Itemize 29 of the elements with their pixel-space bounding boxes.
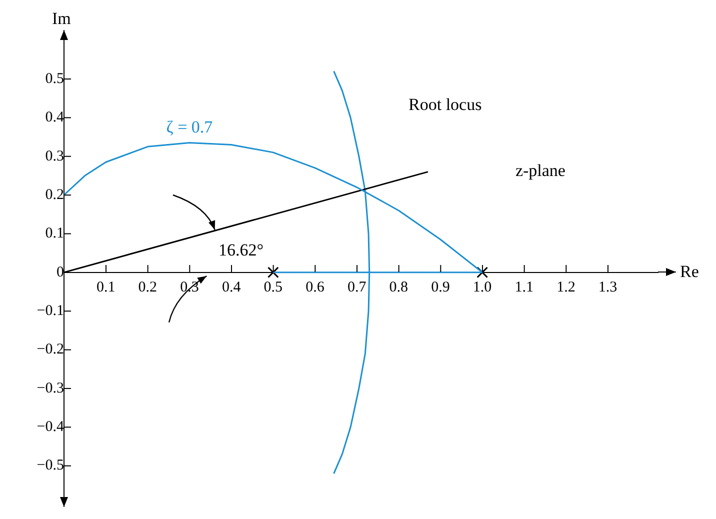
y-tick-label: −0.2 — [36, 342, 64, 358]
x-tick-label: 0.7 — [347, 279, 367, 296]
y-axis-title: Im — [52, 8, 71, 28]
y-tick-label: −0.1 — [36, 302, 64, 319]
x-tick-label: 0.2 — [138, 279, 158, 296]
x-tick-label: 1.1 — [514, 279, 534, 296]
x-tick-label: 0.4 — [222, 279, 242, 296]
y-tick-label: 0.5 — [45, 70, 64, 87]
y-tick-label: −0.5 — [36, 458, 64, 474]
x-tick-label: 0.8 — [389, 279, 408, 296]
series-label: ζ = 0.7 — [166, 118, 214, 137]
annotation: z-plane — [515, 160, 566, 180]
y-tick-label: 0.4 — [45, 110, 64, 126]
x-tick-label: 0.6 — [306, 279, 325, 296]
x-axis-title: Re — [680, 262, 699, 281]
y-tick-label: 0.3 — [45, 148, 64, 164]
x-tick-label: 1.3 — [598, 279, 618, 296]
x-tick-label: 0.9 — [431, 279, 450, 296]
y-tick-label: 0.2 — [45, 186, 64, 203]
x-tick-label: 0.5 — [264, 279, 283, 296]
annotation: Root locus — [408, 94, 482, 114]
x-tick-label: 1.0 — [472, 279, 492, 296]
y-tick-label: −0.4 — [36, 419, 64, 436]
y-tick-label: −0.3 — [36, 380, 64, 396]
annotation: 16.62° — [218, 240, 264, 260]
x-tick-label: 1.2 — [556, 279, 576, 296]
y-tick-label: 0.1 — [45, 226, 64, 242]
y-tick-label: 0 — [56, 264, 64, 280]
x-tick-label: 0.1 — [96, 279, 116, 296]
